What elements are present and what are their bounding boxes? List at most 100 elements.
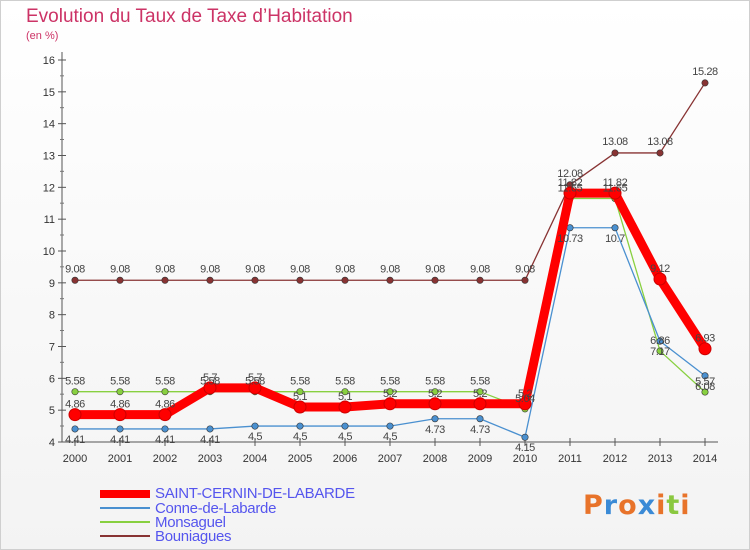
data-point [476,388,484,396]
y-tick-label: 4 [49,437,55,449]
data-label: 11.65 [558,182,583,194]
data-label: 5.58 [245,376,265,388]
logo-letter: i [656,490,667,521]
data-label: 4.41 [155,434,175,446]
data-label: 4.5 [383,431,397,443]
logo-letter: P [583,490,604,521]
data-point [476,276,484,284]
data-point [251,422,259,430]
data-point [563,186,577,200]
y-tick-label: 16 [43,55,55,67]
data-point [116,388,124,396]
data-point [656,337,664,345]
data-label: 9.08 [380,263,400,275]
data-point [653,272,667,286]
x-tick-label: 2003 [198,453,222,465]
data-point [116,425,124,433]
data-label: 9.08 [335,263,355,275]
data-point [161,276,169,284]
x-tick-label: 2011 [558,453,582,465]
legend-label: Monsaguel [155,514,226,531]
logo-letter: o [618,490,638,521]
data-label: 5.58 [110,376,130,388]
proxiti-logo: Proxiti [583,490,691,521]
data-point [701,388,709,396]
data-point [71,276,79,284]
data-point [518,397,532,411]
data-label: 4.15 [515,442,535,454]
data-point [611,224,619,232]
y-tick-label: 15 [43,87,55,99]
data-label: 5.2 [383,388,397,400]
data-point [71,425,79,433]
data-point [701,372,709,380]
data-point [476,415,484,423]
data-point [293,400,307,414]
logo-letter: r [603,490,619,521]
legend-swatch [100,521,150,523]
legend-swatch [100,490,150,498]
data-label: 11.65 [603,182,628,194]
data-point [338,400,352,414]
data-point [206,276,214,284]
data-point [113,408,127,422]
data-label: 9.08 [470,263,490,275]
data-point [386,276,394,284]
data-point [431,276,439,284]
data-point [68,408,82,422]
data-point [206,425,214,433]
data-point [203,381,217,395]
data-point [428,397,442,411]
y-tick-label: 13 [43,151,55,163]
x-tick-label: 2008 [423,453,447,465]
legend-swatch [100,535,150,537]
data-point [251,276,259,284]
data-label: 12.08 [557,168,583,180]
data-label: 5.1 [338,391,352,403]
data-point [431,388,439,396]
data-label: 5.58 [380,376,400,388]
data-point [296,422,304,430]
data-point [71,388,79,396]
data-point [656,149,664,157]
data-point [296,276,304,284]
data-label: 9.08 [245,263,265,275]
y-tick-label: 11 [44,214,55,226]
x-tick-label: 2006 [333,453,357,465]
data-point [158,408,172,422]
data-point [566,224,574,232]
data-label: 4.73 [425,424,445,436]
logo-letter: t [666,490,681,521]
data-point [383,397,397,411]
data-point [521,276,529,284]
x-tick-label: 2014 [693,453,717,465]
line-chart: 4 5 6 7 8 9 10 11 12 13 14 15 16 2000 2001 2002 2003 2004… [43,52,718,465]
data-label: 5.58 [290,376,310,388]
data-point [473,397,487,411]
data-label: 5.58 [425,376,445,388]
legend-label: Conne-de-Labarde [155,500,277,517]
y-tick-label: 7 [49,342,55,354]
data-label: 5.7 [203,372,217,384]
data-label: 5.2 [518,388,532,400]
x-tick-label: 2001 [108,453,132,465]
data-label: 9.08 [110,263,130,275]
data-label: 13.08 [647,136,673,148]
data-point [161,388,169,396]
data-point [386,422,394,430]
data-point [296,388,304,396]
data-point [161,425,169,433]
y-tick-label: 5 [49,405,55,417]
data-label: 5.58 [470,376,490,388]
data-label: 4.5 [293,431,307,443]
data-label: 5.2 [473,388,487,400]
data-point [656,347,664,355]
x-tick-label: 2000 [63,453,87,465]
data-label: 6.93 [695,333,715,345]
data-point [611,149,619,157]
data-label: 4.73 [470,424,490,436]
data-label: 5.2 [428,388,442,400]
x-tick-label: 2009 [468,453,492,465]
y-tick-label: 14 [43,119,55,131]
data-label: 9.12 [650,263,670,275]
